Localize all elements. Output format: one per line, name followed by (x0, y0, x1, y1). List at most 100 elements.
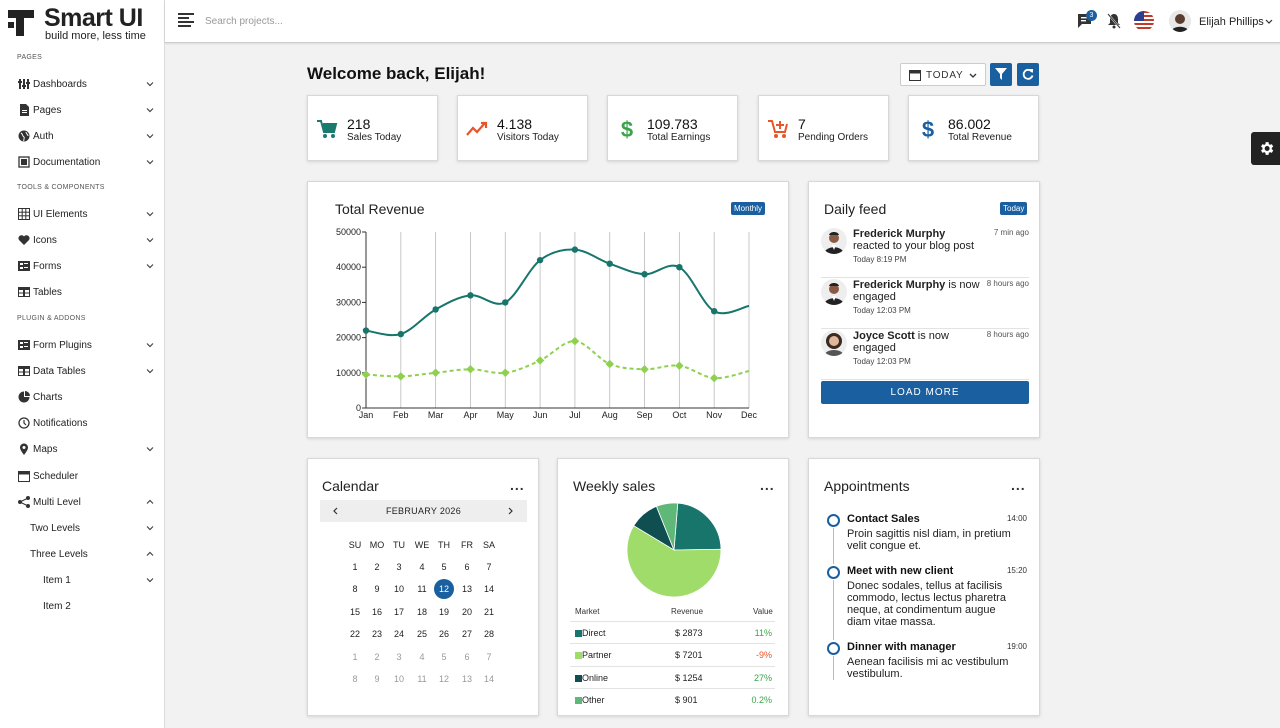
calendar-day[interactable]: 26 (438, 629, 449, 640)
calendar-day[interactable]: 8 (352, 584, 358, 595)
feed-item[interactable]: Joyce Scott is now engaged 8 hours ago Tod… (821, 330, 1029, 380)
appointment-item[interactable]: Dinner with manager 19:00 Aenean facilisis… (827, 640, 1027, 680)
calendar-day[interactable]: 1 (352, 562, 358, 572)
calendar-day[interactable]: 10 (393, 584, 404, 595)
date-range-dropdown[interactable]: TODAY (900, 63, 986, 86)
sidebar-item-three-levels[interactable]: Three Levels (0, 542, 164, 566)
calendar-day[interactable]: 7 (486, 651, 492, 662)
appointment-item[interactable]: Contact Sales 14:00 Proin sagittis nisl di… (827, 512, 1027, 564)
sidebar-item-item-2[interactable]: Item 2 (0, 594, 164, 618)
calendar-day[interactable]: 4 (419, 651, 425, 662)
filter-button[interactable] (990, 63, 1012, 86)
calendar-day[interactable]: 2 (374, 651, 380, 662)
more-options-icon[interactable]: ... (510, 477, 525, 493)
calendar-day-selected[interactable]: 12 (434, 579, 454, 600)
sidebar-item-auth[interactable]: Auth (0, 124, 164, 148)
sidebar-item-charts[interactable]: Charts (0, 385, 164, 409)
calendar-day[interactable]: 8 (352, 674, 358, 684)
calendar-day[interactable]: 5 (441, 562, 447, 572)
calendar-day[interactable]: 24 (393, 629, 404, 640)
chevron-down-icon[interactable] (1265, 18, 1273, 26)
load-more-button[interactable]: LOAD MORE (821, 381, 1029, 404)
feed-item[interactable]: Frederick Murphy reacted to your blog po… (821, 228, 1029, 278)
sidebar-item-tables[interactable]: Tables (0, 280, 164, 304)
sidebar-item-dashboards[interactable]: Dashboards (0, 72, 164, 96)
more-options-icon[interactable]: ... (760, 477, 775, 493)
calendar-day[interactable]: 27 (461, 629, 472, 640)
share-icon (18, 495, 30, 508)
sidebar-item-multi-level[interactable]: Multi Level (0, 490, 164, 514)
calendar-day[interactable]: 23 (371, 629, 382, 640)
calendar-day[interactable]: 13 (461, 584, 472, 595)
brand-logo[interactable]: Smart UI build more, less time (8, 4, 158, 44)
calendar-day[interactable]: 1 (352, 651, 358, 662)
calendar-day[interactable]: 17 (393, 606, 404, 617)
calendar-day[interactable]: 4 (419, 562, 425, 572)
sidebar-item-scheduler[interactable]: Scheduler (0, 464, 164, 488)
sidebar-item-maps[interactable]: Maps (0, 437, 164, 461)
feed-avatar (821, 330, 847, 356)
calendar-day[interactable]: 11 (417, 674, 427, 684)
sidebar-item-pages[interactable]: Pages (0, 98, 164, 122)
calendar-day[interactable]: 14 (483, 584, 494, 595)
calendar-day[interactable]: 3 (396, 651, 402, 662)
calendar-day[interactable]: 9 (374, 674, 380, 684)
next-month-icon[interactable] (506, 506, 514, 516)
feed-action: is now engaged (853, 330, 949, 354)
calendar-day[interactable]: 6 (464, 651, 470, 662)
sidebar-item-icons[interactable]: Icons (0, 228, 164, 252)
calendar-day[interactable]: 9 (374, 584, 380, 595)
user-name[interactable]: Elijah Phillips (1199, 16, 1264, 28)
calendar-day[interactable]: 14 (483, 674, 494, 684)
menu-toggle-icon[interactable] (178, 13, 194, 28)
calendar-day[interactable]: 13 (461, 674, 472, 684)
calendar-day[interactable]: 3 (396, 562, 402, 572)
sidebar-item-data-tables[interactable]: Data Tables (0, 359, 164, 383)
period-badge[interactable]: Today (1000, 202, 1028, 215)
feed-item[interactable]: Frederick Murphy is now engaged 8 hours a… (821, 279, 1029, 329)
market-cell: Direct (582, 628, 606, 638)
filter-icon (995, 68, 1007, 80)
calendar-day[interactable]: 18 (416, 606, 427, 617)
appointment-item[interactable]: Meet with new client 15:20 Donec sodales, … (827, 564, 1027, 640)
sidebar-item-form-plugins[interactable]: Form Plugins (0, 333, 164, 357)
bell-muted-icon[interactable] (1107, 13, 1121, 29)
pie-slice-other (655, 502, 679, 551)
page-icon (20, 104, 29, 117)
calendar-day[interactable]: 16 (371, 606, 382, 617)
sidebar-item-forms[interactable]: Forms (0, 254, 164, 278)
calendar-day[interactable]: 21 (483, 606, 494, 617)
calendar-day[interactable]: 10 (393, 674, 404, 684)
more-options-icon[interactable]: ... (1011, 477, 1026, 493)
calendar-day[interactable]: 11 (417, 584, 427, 595)
series-line-0 (365, 248, 750, 337)
refresh-button[interactable] (1017, 63, 1039, 86)
calendar-day[interactable]: 2 (374, 562, 380, 572)
period-badge[interactable]: Monthly (731, 202, 766, 215)
calendar-day[interactable]: 12 (438, 674, 449, 684)
sidebar-item-two-levels[interactable]: Two Levels (0, 516, 164, 540)
stat-value: 109.783 (647, 116, 698, 132)
weekly-sales-pie-chart (626, 502, 722, 598)
calendar-day[interactable]: 22 (349, 629, 360, 640)
prev-month-icon[interactable] (332, 506, 340, 516)
user-avatar[interactable] (1169, 10, 1191, 32)
calendar-day[interactable]: 15 (349, 606, 360, 617)
search-input[interactable] (205, 12, 405, 30)
calendar-day[interactable]: 7 (486, 562, 492, 572)
sidebar-item-notifications[interactable]: Notifications (0, 411, 164, 435)
calendar-day[interactable]: 5 (441, 651, 447, 662)
calendar-day[interactable]: 6 (464, 562, 470, 572)
calendar-day[interactable]: 19 (438, 606, 449, 617)
calendar-day[interactable]: 20 (461, 606, 472, 617)
settings-panel-toggle[interactable] (1251, 132, 1280, 165)
sidebar-item-documentation[interactable]: Documentation (0, 150, 164, 174)
calendar-day[interactable]: 28 (483, 629, 494, 640)
svg-text:$: $ (621, 118, 633, 140)
sidebar-item-ui-elements[interactable]: UI Elements (0, 202, 164, 226)
y-tick-label: 40000 (336, 262, 361, 272)
sidebar-item-item-1[interactable]: Item 1 (0, 568, 164, 592)
us-flag-icon[interactable] (1134, 11, 1154, 31)
calendar-day[interactable]: 25 (416, 629, 427, 640)
value-cell: 11% (754, 628, 772, 638)
